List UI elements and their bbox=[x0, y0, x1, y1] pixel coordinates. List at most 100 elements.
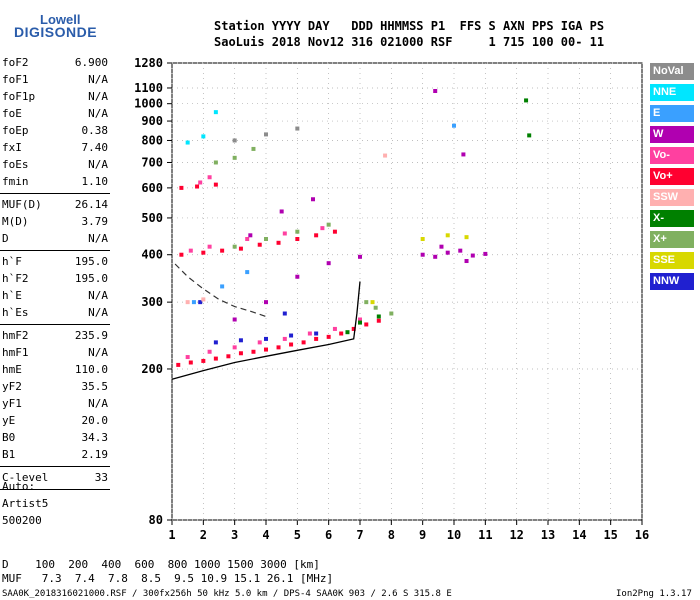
legend-item-sse: SSE bbox=[650, 252, 694, 269]
x-tick-label: 6 bbox=[325, 528, 332, 542]
legend-item-nnw: NNW bbox=[650, 273, 694, 290]
header-labels: Station YYYY DAY DDD HHMMSS P1 FFS S AXN… bbox=[214, 19, 605, 33]
x-tick-label: 1 bbox=[168, 528, 175, 542]
echo-point bbox=[332, 326, 337, 331]
param-value: 110.0 bbox=[74, 363, 108, 376]
echo-point bbox=[358, 317, 362, 322]
echo-point bbox=[524, 98, 529, 103]
param-name: B1 bbox=[2, 448, 16, 461]
echo-point bbox=[282, 311, 287, 316]
echo-point bbox=[527, 133, 532, 138]
legend-item-xp: X- bbox=[650, 210, 694, 227]
echo-point bbox=[213, 110, 218, 115]
param-yf2: yF2 35.5 bbox=[2, 380, 108, 394]
param-value: 195.0 bbox=[74, 255, 108, 268]
echo-point bbox=[301, 340, 306, 345]
param-fof2: foF2 6.900 bbox=[2, 56, 108, 70]
echo-point bbox=[257, 242, 262, 247]
param-value: N/A bbox=[88, 73, 108, 86]
param-value: 6.900 bbox=[74, 56, 108, 69]
echo-point bbox=[213, 160, 218, 165]
program-version: Ion2Png 1.3.17 bbox=[616, 589, 692, 599]
echo-point bbox=[185, 355, 190, 360]
echo-point bbox=[445, 233, 450, 238]
echo-point bbox=[461, 152, 466, 157]
param-name: M(D) bbox=[2, 215, 29, 228]
y-tick-label: 80 bbox=[149, 513, 163, 527]
echo-point bbox=[264, 300, 268, 305]
y-tick-label: 700 bbox=[141, 155, 163, 169]
y-tick-label: 300 bbox=[141, 295, 163, 309]
legend-item-w: W bbox=[650, 126, 694, 143]
param-hes: h`Es N/A bbox=[2, 306, 108, 320]
y-tick-label: 900 bbox=[141, 114, 163, 128]
panel-separator bbox=[0, 324, 110, 325]
param-value: 7.40 bbox=[81, 141, 109, 154]
param-foep: foEp 0.38 bbox=[2, 124, 108, 138]
param-value: 0.38 bbox=[81, 124, 109, 137]
echo-point bbox=[264, 347, 268, 352]
logo-digisonde: DIGISONDE bbox=[14, 24, 98, 40]
muf-row: MUF 7.3 7.4 7.8 8.5 9.5 10.9 15.1 26.1 [… bbox=[2, 572, 334, 585]
echo-point bbox=[185, 140, 190, 145]
echo-point bbox=[245, 270, 250, 275]
param-foe: foE N/A bbox=[2, 107, 108, 121]
echo-point bbox=[433, 89, 438, 94]
param-fmin: fmin 1.10 bbox=[2, 175, 108, 189]
y-tick-label: 1100 bbox=[134, 81, 163, 95]
param-value: N/A bbox=[88, 90, 108, 103]
param-hmf2: hmF2 235.9 bbox=[2, 329, 108, 343]
echo-point bbox=[433, 254, 438, 259]
param-name: C-level bbox=[2, 471, 49, 484]
param-name: yF1 bbox=[2, 397, 22, 410]
legend-item-e: E bbox=[650, 105, 694, 122]
echo-point bbox=[282, 231, 287, 236]
param-name: h`F2 bbox=[2, 272, 29, 285]
param-mufd: MUF(D) 26.14 bbox=[2, 198, 108, 212]
echo-point bbox=[311, 197, 315, 202]
legend-item-xp: X+ bbox=[650, 231, 694, 248]
echo-point bbox=[345, 330, 350, 335]
param-d: D N/A bbox=[2, 232, 108, 246]
param-value: N/A bbox=[88, 397, 108, 410]
scaler-name: Artist5 bbox=[2, 497, 49, 510]
x-tick-label: 8 bbox=[388, 528, 395, 542]
echo-point bbox=[358, 320, 362, 325]
panel-separator bbox=[0, 193, 110, 194]
x-tick-label: 12 bbox=[509, 528, 523, 542]
echo-point bbox=[188, 248, 193, 253]
param-name: hmF1 bbox=[2, 346, 29, 359]
x-tick-label: 7 bbox=[356, 528, 363, 542]
echo-point bbox=[185, 300, 190, 305]
echo-point bbox=[314, 336, 319, 341]
echo-point bbox=[314, 331, 319, 336]
echo-point bbox=[439, 244, 444, 249]
echo-point bbox=[213, 182, 218, 187]
param-hmf1: hmF1 N/A bbox=[2, 346, 108, 360]
echo-point bbox=[207, 244, 212, 249]
echo-point bbox=[251, 146, 256, 151]
ionogram-chart: 1 2 3 4 5 6 7 8 9 10 11 12 13 14 15 1680200300400500600… bbox=[134, 56, 649, 542]
param-value: 1.10 bbox=[81, 175, 109, 188]
echo-point bbox=[279, 209, 284, 214]
param-value: 20.0 bbox=[81, 414, 109, 427]
param-name: foF1 bbox=[2, 73, 29, 86]
header-values: SaoLuis 2018 Nov12 316 021000 RSF 1 715 … bbox=[214, 35, 605, 49]
echo-point bbox=[207, 175, 212, 180]
logo-lowell: Lowell bbox=[40, 12, 81, 27]
virtual-height-trace bbox=[171, 281, 361, 380]
param-name: MUF(D) bbox=[2, 198, 42, 211]
y-tick-label: 600 bbox=[141, 181, 163, 195]
param-value: 34.3 bbox=[81, 431, 109, 444]
echo-point bbox=[232, 138, 237, 143]
legend-item-nne: NNE bbox=[650, 84, 694, 101]
y-tick-label: 1000 bbox=[134, 97, 163, 111]
echo-point bbox=[264, 336, 268, 341]
param-fof1p: foF1p N/A bbox=[2, 90, 108, 104]
echo-point bbox=[238, 351, 243, 356]
echo-point bbox=[176, 362, 181, 367]
echo-point bbox=[420, 237, 425, 242]
echo-point bbox=[257, 340, 262, 345]
legend-item-vop: Vo+ bbox=[650, 168, 694, 185]
echo-point bbox=[373, 305, 378, 310]
